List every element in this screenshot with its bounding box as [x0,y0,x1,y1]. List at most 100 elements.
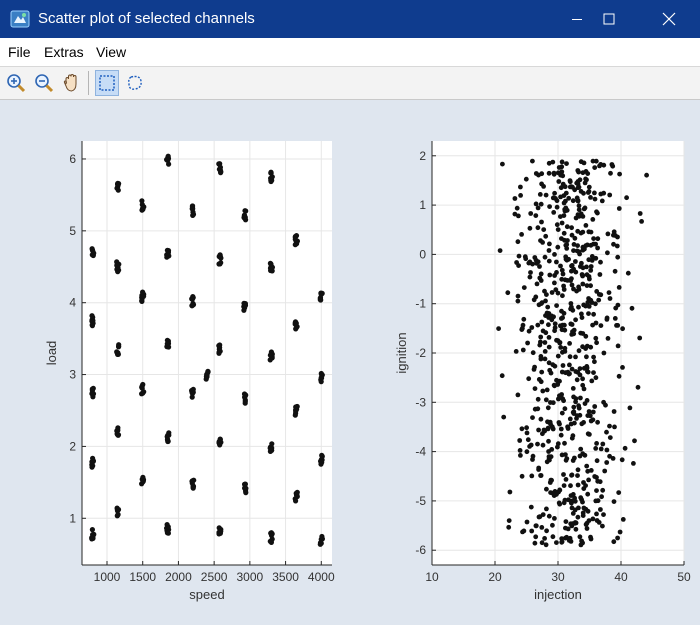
data-point [593,446,599,451]
data-point [576,169,581,175]
data-point [602,468,608,474]
data-point [500,161,505,167]
data-point [294,493,300,500]
data-point [591,354,596,360]
data-point [550,195,556,201]
zoom-out-button[interactable] [32,70,56,96]
data-point [604,447,610,453]
data-point [545,304,551,310]
rectangle-select-button[interactable] [95,70,119,96]
data-point [612,316,618,321]
data-point [552,328,557,334]
data-point [560,363,566,368]
data-point [538,201,544,207]
data-point [577,177,583,183]
data-point [533,257,539,263]
data-point [577,534,583,540]
data-point [575,514,581,520]
data-point [528,270,533,275]
data-point [546,170,552,176]
x-tick-label: 4000 [308,570,335,584]
close-button[interactable] [646,0,692,38]
data-point [557,487,563,493]
toolbar-separator [88,71,89,95]
data-point [598,446,604,452]
data-point [572,498,578,504]
rectangle-select-icon [99,75,115,91]
lasso-select-button[interactable] [123,70,147,96]
data-point [538,354,544,359]
minimize-icon [572,19,582,20]
data-point [532,540,538,546]
data-point [560,322,565,328]
data-point [596,297,602,303]
data-point [620,365,625,370]
data-point [140,205,146,211]
data-point [530,350,536,356]
data-point [595,236,601,242]
data-point [539,219,544,225]
maximize-button[interactable] [586,0,632,38]
data-point [558,345,564,350]
data-point [576,203,582,209]
data-point [529,528,535,534]
data-point [542,340,548,345]
data-point [593,335,599,341]
data-point [607,453,612,459]
data-point [631,461,636,466]
data-point [89,464,95,470]
data-point [582,205,588,211]
data-point [581,480,586,485]
data-point [550,522,555,528]
data-point [527,225,533,231]
y-tick-label: 0 [419,247,426,261]
data-point [620,517,626,522]
data-point [269,531,275,537]
data-point [596,292,602,297]
data-point [164,437,171,443]
data-point [540,328,546,334]
data-point [615,535,620,541]
data-point [115,432,121,438]
data-point [555,353,561,359]
data-point [317,541,323,547]
data-point [542,356,548,362]
data-point [597,163,602,169]
pan-button[interactable] [60,70,84,96]
data-point [546,344,552,350]
data-point [546,456,552,461]
close-icon [662,12,676,26]
data-point [580,170,586,176]
data-point [547,241,552,247]
y-tick-label: 5 [69,224,76,238]
menu-view[interactable]: View [96,44,127,60]
x-tick-label: 50 [677,570,691,584]
data-point [580,499,585,505]
data-point [538,271,544,277]
data-point [580,382,586,388]
data-point [267,260,273,266]
x-tick-label: 40 [614,570,628,584]
data-point [318,291,324,298]
data-point [546,258,552,264]
data-point [505,290,511,296]
menu-file[interactable]: File [8,44,31,60]
data-point [577,453,583,459]
x-tick-label: 30 [551,570,565,584]
data-point [576,184,582,190]
data-point [588,195,593,200]
data-point [576,505,581,511]
data-point [269,268,275,274]
data-point [570,184,575,190]
minimize-button[interactable] [554,0,600,38]
data-point [115,511,121,518]
data-point [569,472,574,478]
data-point [564,257,570,263]
data-point [116,344,122,350]
zoom-in-button[interactable] [4,70,28,96]
data-point [570,386,576,391]
menu-extras[interactable]: Extras [44,44,84,60]
data-point [601,512,606,517]
data-point [541,427,547,433]
data-point [554,259,559,265]
